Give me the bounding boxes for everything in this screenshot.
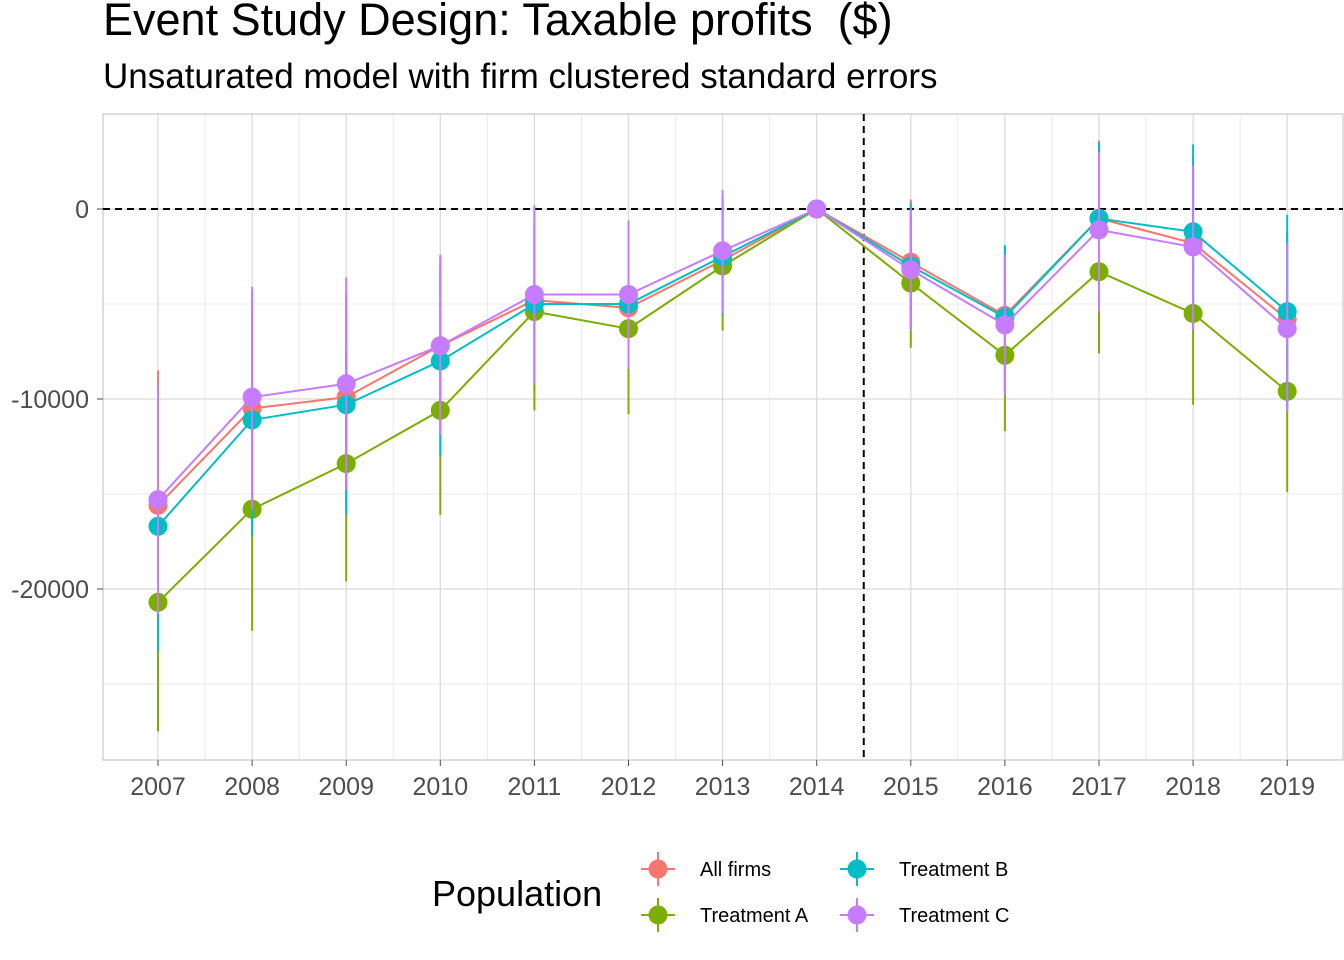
legend-item: Treatment C: [840, 898, 1009, 932]
legend: Population All firms Treatment A Treatment…: [432, 852, 1009, 932]
x-axis: 2007 2008 2009 2010 2011 2012 2013 2014 2015 2016…: [130, 760, 1315, 801]
x-tick-label: 2017: [1071, 773, 1127, 801]
reference-lines: [103, 114, 1343, 760]
legend-label: Treatment A: [700, 905, 809, 927]
data-point: [336, 374, 356, 394]
chart-subtitle: Unsaturated model with firm clustered st…: [103, 57, 938, 96]
x-tick-label: 2010: [412, 773, 468, 801]
legend-title: Population: [432, 873, 602, 914]
legend-key-point: [847, 859, 867, 879]
chart-title: Event Study Design: Taxable profits ($): [103, 0, 893, 45]
data-point: [901, 260, 921, 280]
legend-key-point: [847, 905, 867, 925]
legend-item: Treatment B: [840, 852, 1008, 886]
y-tick-label: -20000: [11, 576, 89, 604]
legend-label: Treatment C: [899, 905, 1009, 927]
x-tick-label: 2008: [224, 773, 280, 801]
legend-label: Treatment B: [899, 859, 1008, 881]
legend-item: All firms: [641, 852, 771, 886]
legend-label: All firms: [700, 859, 771, 881]
data-point: [148, 490, 168, 510]
legend-key-point: [648, 859, 668, 879]
x-tick-label: 2019: [1259, 773, 1315, 801]
y-axis: 0 -10000 -20000: [11, 196, 103, 604]
data-point: [1277, 319, 1297, 339]
x-tick-label: 2012: [601, 773, 657, 801]
data-point: [430, 336, 450, 356]
x-tick-label: 2013: [695, 773, 751, 801]
data-point: [807, 199, 827, 219]
x-tick-label: 2014: [789, 773, 845, 801]
data-point: [1089, 220, 1109, 240]
data-point: [1183, 237, 1203, 257]
legend-key-point: [648, 905, 668, 925]
legend-item: Treatment A: [641, 898, 809, 932]
x-tick-label: 2018: [1165, 773, 1221, 801]
series-layer: [148, 140, 1297, 732]
x-tick-label: 2015: [883, 773, 939, 801]
series-treatment-c: [148, 152, 1297, 614]
data-point: [242, 387, 262, 407]
data-point: [713, 241, 733, 261]
x-tick-label: 2009: [318, 773, 374, 801]
data-point: [995, 315, 1015, 335]
x-tick-label: 2016: [977, 773, 1033, 801]
x-tick-label: 2011: [508, 773, 562, 801]
y-tick-label: 0: [75, 196, 89, 224]
data-point: [619, 285, 638, 304]
y-tick-label: -10000: [11, 386, 89, 414]
x-tick-label: 2007: [130, 773, 186, 801]
data-point: [524, 285, 544, 304]
